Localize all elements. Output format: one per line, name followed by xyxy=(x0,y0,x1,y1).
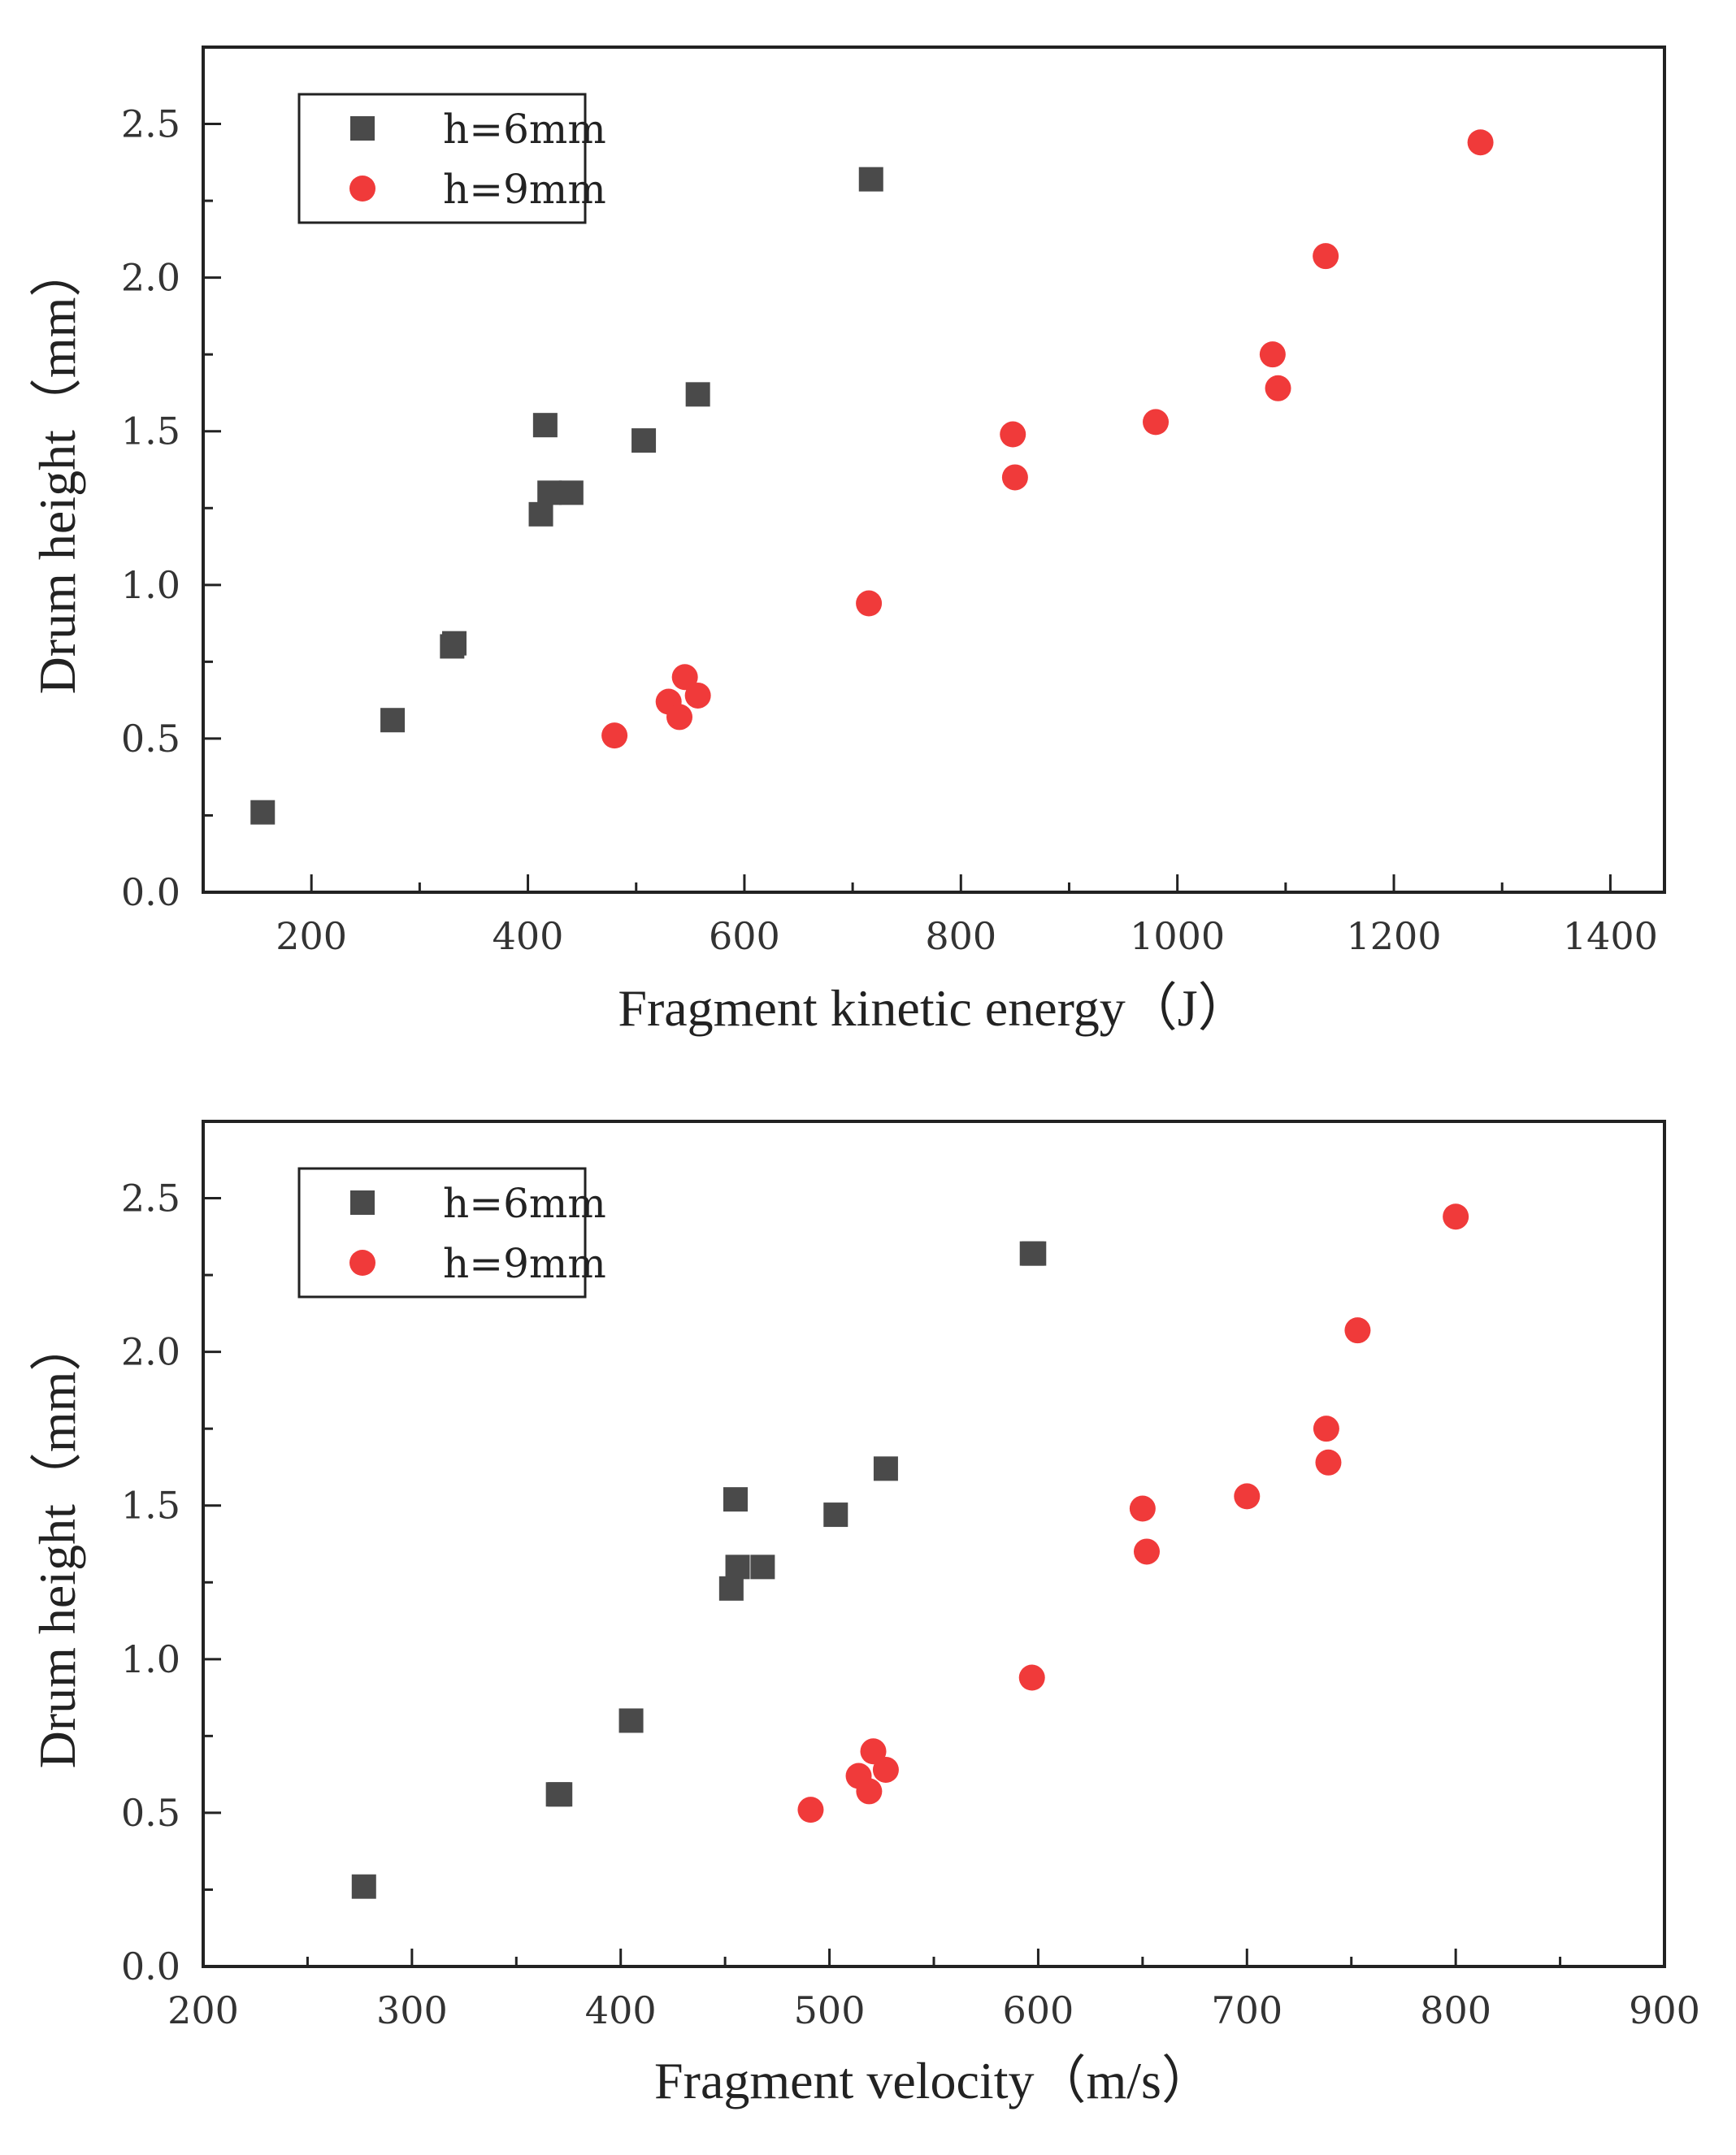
x-tick-label: 200 xyxy=(276,914,347,958)
data-point-h6 xyxy=(1022,1241,1047,1266)
data-point-h9 xyxy=(1467,129,1494,156)
x-tick-label: 800 xyxy=(925,914,996,958)
data-point-h6 xyxy=(750,1554,775,1580)
data-point-h6 xyxy=(380,708,406,733)
data-point-h9 xyxy=(1344,1317,1371,1344)
data-point-h6 xyxy=(528,501,553,527)
y-tick-label: 2.0 xyxy=(121,256,180,300)
data-point-h9 xyxy=(856,1778,883,1805)
data-point-h9 xyxy=(666,704,693,731)
y-tick-label: 1.0 xyxy=(121,1637,180,1681)
plot-frame xyxy=(202,46,1666,894)
x-tick-label: 600 xyxy=(709,914,780,958)
data-point-h9 xyxy=(1143,409,1170,436)
legend-label: h=9mm xyxy=(443,166,606,213)
data-point-h6 xyxy=(537,480,562,505)
y-tick-label: 1.5 xyxy=(121,410,180,453)
y-axis-title: Drum height（mm） xyxy=(28,245,86,695)
data-point-h9 xyxy=(684,682,711,709)
data-point-h6 xyxy=(718,1576,744,1601)
data-point-h6 xyxy=(631,428,657,453)
y-tick-label: 2.5 xyxy=(121,102,180,146)
legend-box xyxy=(297,1167,587,1299)
legend-marker-h6 xyxy=(350,116,375,141)
data-point-h9 xyxy=(1018,1664,1045,1691)
data-point-h9 xyxy=(671,664,698,691)
data-point-h9 xyxy=(860,1738,887,1765)
legend-box xyxy=(297,93,587,224)
x-tick-label: 400 xyxy=(585,1988,657,2032)
legend-label: h=9mm xyxy=(443,1240,606,1287)
x-axis-title: Fragment kinetic energy（J） xyxy=(618,979,1249,1037)
data-point-h9 xyxy=(1259,341,1286,368)
y-tick-label: 0.0 xyxy=(121,1945,180,1988)
x-tick-label: 200 xyxy=(167,1988,239,2032)
y-axis-title: Drum height（mm） xyxy=(28,1320,86,1769)
x-tick-label: 800 xyxy=(1420,1988,1491,2032)
data-point-h6 xyxy=(618,1708,644,1733)
data-point-h9 xyxy=(1129,1495,1156,1522)
x-tick-label: 1200 xyxy=(1346,914,1441,958)
data-point-h6 xyxy=(558,480,584,505)
data-point-h6 xyxy=(685,382,710,407)
legend-marker-h9 xyxy=(349,176,375,202)
legend-label: h=6mm xyxy=(443,1180,606,1227)
legend-marker-h6 xyxy=(350,1190,375,1215)
chart-velocity: 200 300 400 500 600 700 800 900 0.0 0.5 1.0 1.5 2.0 2… xyxy=(28,1120,1700,2109)
y-tick-label: 0.5 xyxy=(121,1791,180,1835)
data-point-h9 xyxy=(1313,1416,1339,1442)
data-point-h6 xyxy=(725,1554,750,1580)
x-tick-label: 1000 xyxy=(1130,914,1225,958)
x-tick-label: 600 xyxy=(1003,1988,1074,2032)
y-tick-label: 0.5 xyxy=(121,717,180,761)
data-point-h6 xyxy=(441,631,467,656)
data-point-h6 xyxy=(532,413,558,438)
data-point-h9 xyxy=(872,1756,899,1783)
data-point-h9 xyxy=(856,590,883,617)
data-point-h9 xyxy=(1133,1538,1160,1565)
data-point-h6 xyxy=(250,800,276,825)
data-point-h9 xyxy=(601,722,628,749)
data-point-h6 xyxy=(858,167,883,192)
y-tick-label: 1.0 xyxy=(121,563,180,607)
legend-label: h=6mm xyxy=(443,106,606,153)
y-tick-label: 2.0 xyxy=(121,1330,180,1374)
x-tick-label: 300 xyxy=(376,1988,448,2032)
y-tick-label: 1.5 xyxy=(121,1484,180,1528)
y-tick-label: 0.0 xyxy=(121,870,180,914)
data-point-h9 xyxy=(1000,421,1026,448)
data-point-h9 xyxy=(1315,1449,1342,1476)
x-axis-title: Fragment velocity（m/s） xyxy=(654,2052,1213,2109)
data-point-h9 xyxy=(1443,1203,1469,1230)
data-point-h6 xyxy=(873,1456,898,1481)
x-tick-label: 500 xyxy=(794,1988,866,2032)
data-point-h9 xyxy=(1234,1483,1261,1510)
data-point-h6 xyxy=(351,1874,376,1899)
x-tick-label: 700 xyxy=(1211,1988,1282,2032)
data-point-h6 xyxy=(823,1502,848,1528)
x-tick-label: 1400 xyxy=(1563,914,1658,958)
data-point-h9 xyxy=(797,1797,824,1823)
data-point-h9 xyxy=(1001,464,1028,491)
legend-marker-h9 xyxy=(349,1250,375,1276)
data-point-h9 xyxy=(1265,375,1291,401)
chart-kinetic-energy: 200 400 600 800 1000 1200 1400 0.0 0.5 1.0 1.5 2.0 2… xyxy=(28,46,1666,1037)
y-tick-label: 2.5 xyxy=(121,1177,180,1221)
data-point-h6 xyxy=(723,1487,748,1512)
x-tick-label: 400 xyxy=(493,914,564,958)
data-point-h9 xyxy=(1313,243,1339,270)
x-tick-label: 900 xyxy=(1629,1988,1700,2032)
data-point-h6 xyxy=(548,1782,573,1807)
